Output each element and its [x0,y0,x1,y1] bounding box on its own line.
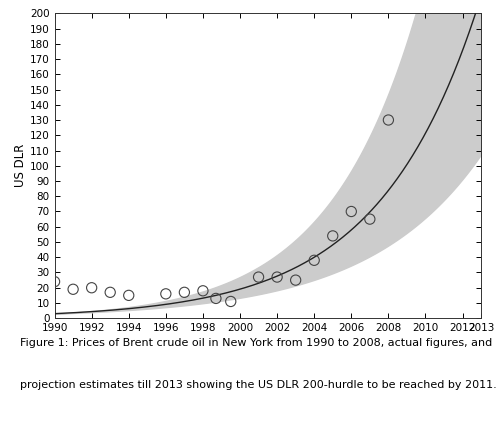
Point [366,216,374,223]
Point [199,287,207,294]
Point [69,286,77,293]
Point [106,289,114,296]
Point [292,277,300,284]
Point [310,257,318,264]
Y-axis label: US DLR: US DLR [14,144,27,187]
Point [329,232,337,240]
Point [273,274,281,281]
Point [227,298,235,305]
Point [162,290,170,297]
Point [88,284,96,291]
Point [181,289,188,296]
Point [254,274,262,281]
Point [125,292,133,299]
Point [51,278,59,285]
Point [347,208,355,215]
Point [212,295,220,302]
Text: Figure 1: Prices of Brent crude oil in New York from 1990 to 2008, actual figure: Figure 1: Prices of Brent crude oil in N… [20,338,492,348]
Text: projection estimates till 2013 showing the US DLR 200-hurdle to be reached by 20: projection estimates till 2013 showing t… [20,380,496,390]
Point [384,116,392,123]
